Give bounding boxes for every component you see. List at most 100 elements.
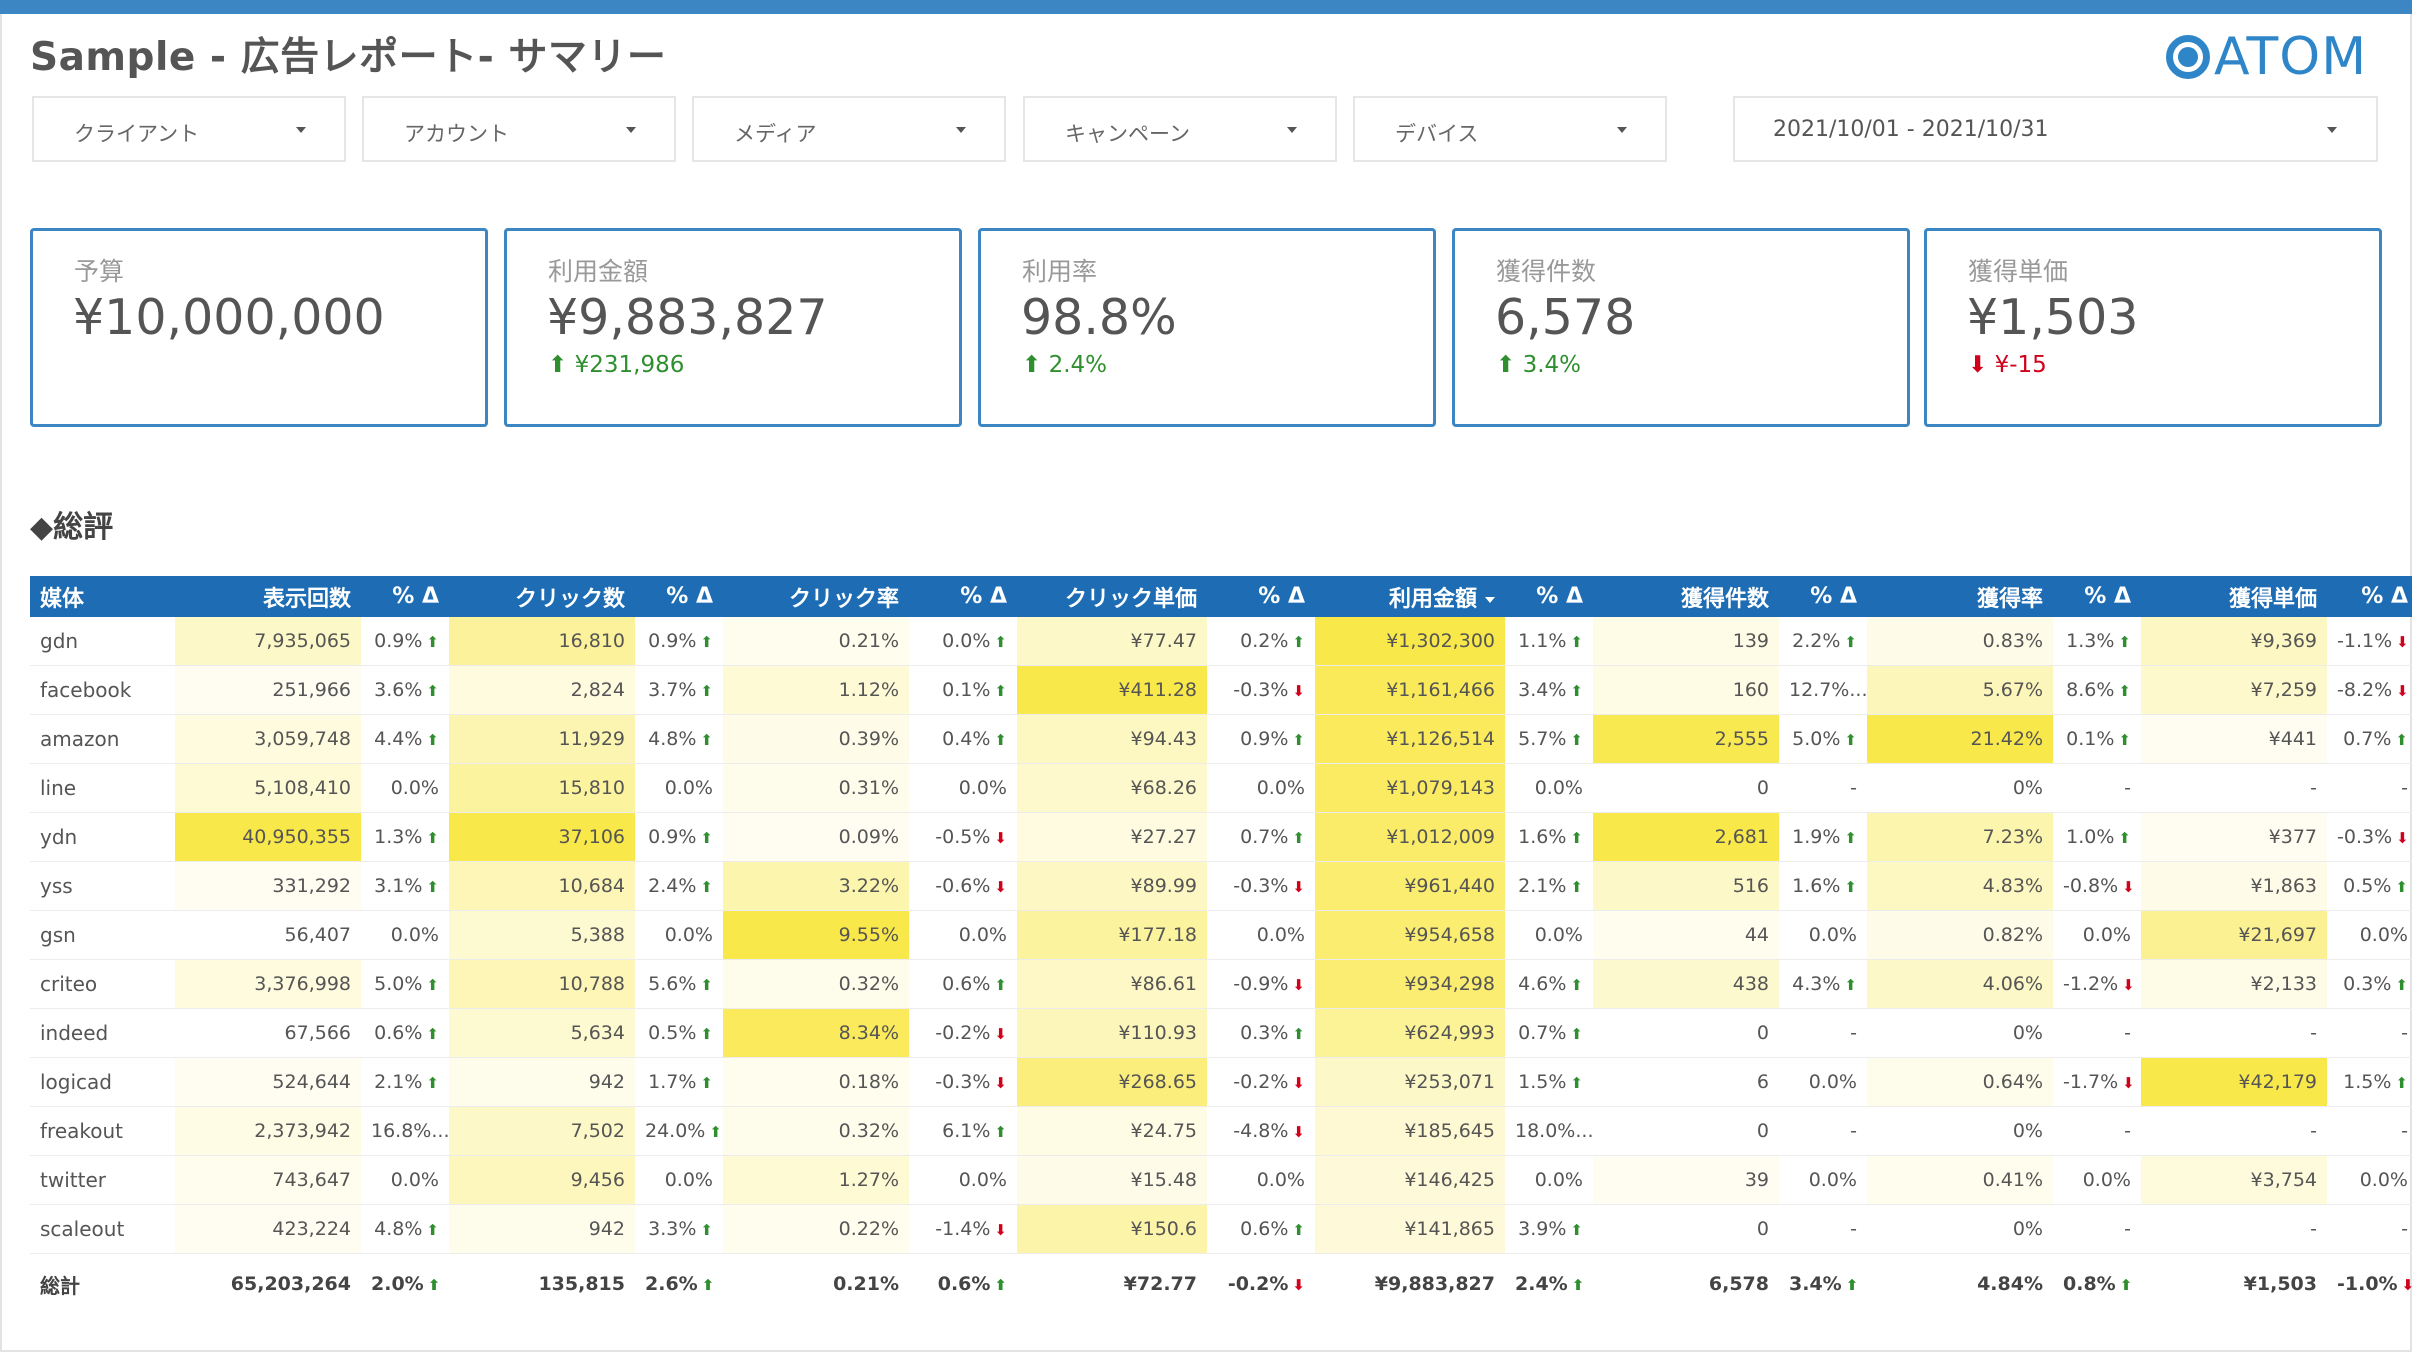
column-header[interactable]: 獲得件数 [1593,576,1779,617]
column-header-delta[interactable]: % Δ [909,576,1017,617]
cell-value: 4.06% [1982,973,2043,995]
delta-cell: 1.0% ⬆ [2053,812,2141,862]
table-row[interactable]: facebook 251,966 3.6% ⬆ 2,824 3.7% ⬆ 1.12% 0.1% ⬆… [30,665,2412,715]
cell-value: 2.2% [1792,630,1841,652]
cell-value: ¥27.27 [1130,826,1197,848]
column-header-delta[interactable]: % Δ [1779,576,1867,617]
cell-value: -4.8% [1233,1120,1289,1142]
cell-value: 3.22% [838,875,899,897]
kpi-delta: ⬆ 3.4% [1496,352,1581,378]
cell-value: 18.0%... [1515,1120,1593,1142]
arrow-up-icon: ⬆ [2395,976,2408,994]
cell-value: ¥150.6 [1130,1218,1197,1240]
metric-cell: 5,108,410 [175,763,361,813]
total-cell: ¥9,883,827 [1315,1254,1505,1315]
arrow-up-icon: ⬆ [709,1123,722,1141]
filter-client-dropdown[interactable]: クライアント [32,96,346,162]
cell-value: 0.0% [1534,924,1583,946]
cell-value: 9,456 [570,1169,625,1191]
cell-value: 6,578 [1708,1273,1769,1295]
arrow-up-icon: ⬆ [994,633,1007,651]
column-header-delta[interactable]: % Δ [635,576,723,617]
table-row[interactable]: gdn 7,935,065 0.9% ⬆ 16,810 0.9% ⬆ 0.21% 0.0% ⬆ ¥7… [30,617,2412,666]
column-header[interactable]: 獲得単価 [2141,576,2327,617]
metric-cell: ¥24.75 [1017,1106,1207,1156]
metric-cell: 0.32% [723,959,909,1009]
cell-value: ¥268.65 [1118,1071,1197,1093]
column-header[interactable]: 利用金額 [1315,576,1505,617]
column-header-delta[interactable]: % Δ [1207,576,1315,617]
table-row[interactable]: scaleout 423,224 4.8% ⬆ 942 3.3% ⬆ 0.22% -1.4% ⬇ ¥… [30,1204,2412,1254]
cell-value: 516 [1732,875,1769,897]
cell-value: 7.23% [1982,826,2043,848]
arrow-up-icon: ⬆ [427,1276,441,1294]
cell-value: 2,555 [1714,728,1769,750]
cell-value: 0.0% [2359,924,2408,946]
table-row[interactable]: line 5,108,410 0.0% 15,810 0.0% 0.31% 0.0% ¥68.… [30,763,2412,813]
cell-value: 21.42% [1970,728,2043,750]
cell-value: -0.8% [2063,875,2119,897]
cell-value: 0.0% [1808,1071,1857,1093]
column-header-label: クリック率 [788,586,899,612]
media-name-cell: gdn [30,617,175,666]
table-row[interactable]: freakout 2,373,942 16.8%... 7,502 24.0% ⬆ 0.32… [30,1106,2412,1156]
cell-value: 0 [1756,1120,1769,1142]
media-name-cell: gsn [30,910,175,960]
table-row[interactable]: yss 331,292 3.1% ⬆ 10,684 2.4% ⬆ 3.22% -0.6% ⬇ ¥89… [30,861,2412,911]
arrow-up-icon: ⬆ [1570,1221,1583,1239]
column-header[interactable]: 表示回数 [175,576,361,617]
column-header-delta[interactable]: % Δ [1505,576,1593,617]
cell-value: ¥1,863 [2250,875,2317,897]
arrow-up-icon: ⬆ [426,731,439,749]
arrow-up-icon: ⬆ [1292,731,1305,749]
delta-cell: 3.9% ⬆ [1505,1204,1593,1254]
cell-value: 0.0% [958,1169,1007,1191]
arrow-up-icon: ⬆ [1570,1025,1583,1043]
date-range-picker[interactable]: 2021/10/01 - 2021/10/31 [1733,96,2378,162]
delta-cell: 0.0% [635,1155,723,1205]
column-header-label: % Δ [1258,584,1305,609]
column-header-delta[interactable]: % Δ [2327,576,2412,617]
column-header-media[interactable]: 媒体 [30,576,175,617]
cell-value: 15,810 [558,777,625,799]
metric-cell: ¥1,012,009 [1315,812,1505,862]
table-row[interactable]: ydn 40,950,355 1.3% ⬆ 37,106 0.9% ⬆ 0.09% -0.5% ⬇… [30,812,2412,862]
delta-cell: 0.0% [361,910,449,960]
column-header[interactable]: クリック率 [723,576,909,617]
table-row[interactable]: gsn 56,407 0.0% 5,388 0.0% 9.55% 0.0% ¥177.18 0.… [30,910,2412,960]
filter-campaign-dropdown[interactable]: キャンペーン [1023,96,1337,162]
cell-value: 5.0% [374,973,423,995]
arrow-up-icon: ⬆ [2118,731,2131,749]
table-row[interactable]: criteo 3,376,998 5.0% ⬆ 10,788 5.6% ⬆ 0.32% 0.6%… [30,959,2412,1009]
cell-value: 10,684 [558,875,625,897]
metric-cell: 4.83% [1867,861,2053,911]
filter-device-dropdown[interactable]: デバイス [1353,96,1667,162]
filter-account-dropdown[interactable]: アカウント [362,96,676,162]
metric-cell: 0% [1867,763,2053,813]
metric-cell: 44 [1593,910,1779,960]
arrow-up-icon: ⬆ [1570,878,1583,896]
kpi-label: 予算 [74,257,125,286]
column-header-label: % Δ [1536,584,1583,609]
delta-cell: 3.6% ⬆ [361,665,449,715]
table-row[interactable]: logicad 524,644 2.1% ⬆ 942 1.7% ⬆ 0.18% -0.3% ⬇ ¥2… [30,1057,2412,1107]
column-header-delta[interactable]: % Δ [2053,576,2141,617]
metric-cell: ¥7,259 [2141,665,2327,715]
column-header[interactable]: クリック数 [449,576,635,617]
metric-cell: 2,824 [449,665,635,715]
table-row[interactable]: amazon 3,059,748 4.4% ⬆ 11,929 4.8% ⬆ 0.39% 0.4%… [30,714,2412,764]
filter-media-dropdown[interactable]: メディア [692,96,1006,162]
delta-cell: 6.1% ⬆ [909,1106,1017,1156]
delta-cell: -8.2% ⬇ [2327,665,2412,715]
column-header-delta[interactable]: % Δ [361,576,449,617]
delta-cell: - [1779,1008,1867,1058]
cell-value: 0.0% [2082,1169,2131,1191]
kpi-card-cpa: 獲得単価 ¥1,503 ⬇ ¥-15 [1924,228,2382,427]
table-row[interactable]: indeed 67,566 0.6% ⬆ 5,634 0.5% ⬆ 8.34% -0.2% ⬇ ¥1… [30,1008,2412,1058]
metric-cell: 2,555 [1593,714,1779,764]
cell-value: 4.83% [1982,875,2043,897]
table-row[interactable]: twitter 743,647 0.0% 9,456 0.0% 1.27% 0.0% ¥15.… [30,1155,2412,1205]
column-header[interactable]: 獲得率 [1867,576,2053,617]
filter-device-label: デバイス [1395,122,1479,146]
column-header[interactable]: クリック単価 [1017,576,1207,617]
